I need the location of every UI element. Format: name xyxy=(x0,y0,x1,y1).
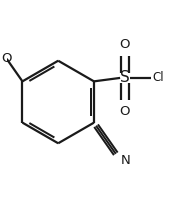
Text: S: S xyxy=(120,70,130,85)
Text: N: N xyxy=(121,154,130,167)
Text: Cl: Cl xyxy=(152,71,164,84)
Text: O: O xyxy=(1,52,12,65)
Text: O: O xyxy=(120,105,130,118)
Text: O: O xyxy=(120,38,130,51)
